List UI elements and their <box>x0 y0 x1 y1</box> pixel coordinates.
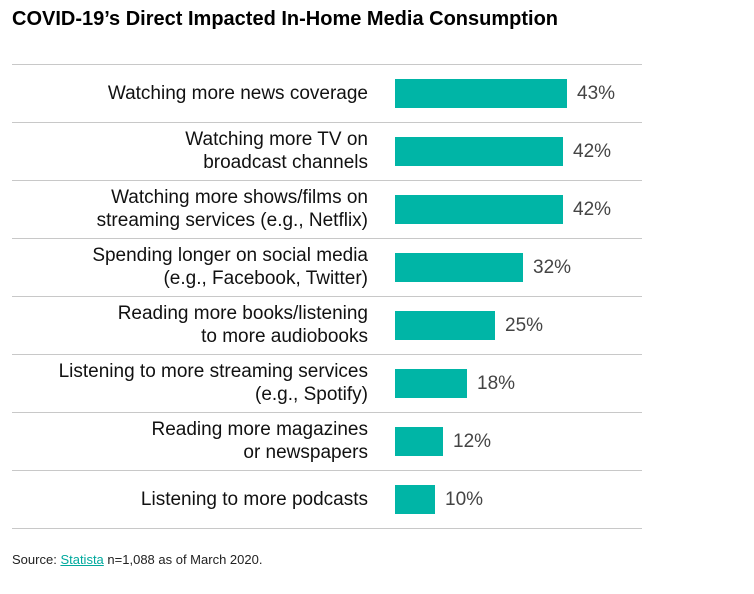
category-label: Reading more books/listening to more aud… <box>117 303 368 347</box>
row-separator <box>12 296 642 297</box>
value-label: 32% <box>533 257 572 278</box>
bar <box>395 427 443 456</box>
value-label: 12% <box>453 431 492 452</box>
chart-title: COVID-19’s Direct Impacted In-Home Media… <box>12 8 559 30</box>
row-separator <box>12 354 642 355</box>
row-separator <box>12 412 642 413</box>
bar <box>395 195 563 224</box>
row-separator <box>12 122 642 123</box>
value-label: 43% <box>577 83 616 104</box>
value-label: 42% <box>573 141 612 162</box>
row-separator <box>12 470 642 471</box>
source-note: Source: Statista n=1,088 as of March 202… <box>12 552 262 567</box>
category-label: Listening to more streaming services (e.… <box>58 361 368 405</box>
row-separator <box>12 238 642 239</box>
category-label: Spending longer on social media (e.g., F… <box>92 245 368 289</box>
row-separator <box>12 180 642 181</box>
category-label: Watching more TV on broadcast channels <box>185 129 368 173</box>
source-prefix: Source: <box>12 552 57 567</box>
row-separator <box>12 528 642 529</box>
category-label: Reading more magazines or newspapers <box>151 419 368 463</box>
bar <box>395 485 435 514</box>
value-label: 18% <box>477 373 516 394</box>
value-label: 10% <box>445 489 484 510</box>
bar <box>395 79 567 108</box>
bar <box>395 137 563 166</box>
bar <box>395 369 467 398</box>
bar <box>395 253 523 282</box>
row-separator <box>12 64 642 65</box>
bar <box>395 311 495 340</box>
category-label: Listening to more podcasts <box>140 488 368 510</box>
category-label: Watching more news coverage <box>107 82 368 104</box>
value-label: 42% <box>573 199 612 220</box>
source-suffix: n=1,088 as of March 2020. <box>107 552 263 567</box>
source-link[interactable]: Statista <box>60 552 104 567</box>
category-label: Watching more shows/films on streaming s… <box>96 187 368 231</box>
value-label: 25% <box>505 315 544 336</box>
